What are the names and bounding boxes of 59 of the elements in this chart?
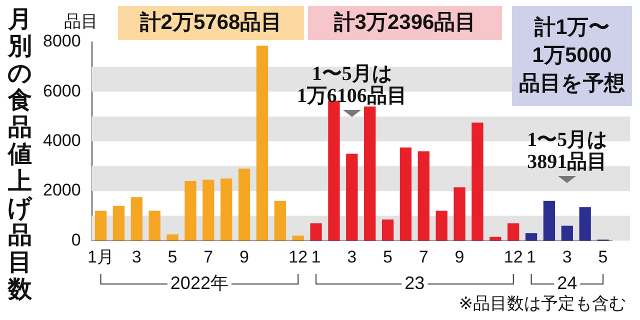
bar	[220, 178, 232, 241]
x-tick-label: 5	[383, 247, 393, 266]
bar	[184, 181, 196, 241]
bar	[490, 236, 502, 241]
bar	[400, 148, 412, 241]
x-tick-label: 5	[598, 247, 608, 266]
bar	[346, 154, 358, 241]
x-tick-label: 7	[418, 247, 428, 266]
x-tick-label: 7	[204, 247, 214, 266]
bar	[418, 151, 430, 241]
x-tick-label: 9	[454, 247, 464, 266]
bar	[166, 234, 178, 241]
annotation: 1〜5月は 1万6106品目	[296, 63, 407, 107]
x-tick-label: 9	[240, 247, 250, 266]
bar	[94, 210, 107, 241]
x-tick-label: 3	[562, 247, 572, 266]
y-tick-label: 2000	[42, 180, 81, 200]
bar	[130, 197, 142, 241]
bar	[382, 220, 394, 241]
bar	[310, 223, 322, 241]
bar	[525, 233, 538, 241]
x-tick-label: 1月	[88, 247, 114, 266]
bar	[148, 210, 160, 241]
bar	[238, 168, 250, 241]
bar	[508, 223, 520, 241]
x-tick-label: 3	[132, 247, 142, 266]
y-tick-label: 8000	[42, 32, 81, 51]
bar	[454, 187, 466, 241]
text: 計2万5768品目	[118, 6, 304, 40]
text: 2022年	[170, 272, 228, 293]
bar	[328, 100, 340, 241]
bar	[256, 46, 268, 241]
annotation: 計1万〜 1万5000 品目を予想	[512, 6, 632, 106]
x-tick-label: 1	[311, 247, 321, 266]
text: 24	[557, 272, 578, 293]
bar	[561, 226, 573, 241]
bar	[472, 122, 484, 241]
y-tick-label: 4000	[42, 130, 81, 150]
x-tick-label: 1	[526, 247, 536, 266]
bar	[436, 210, 448, 241]
y-axis-title: 品目	[64, 11, 98, 33]
bar	[274, 200, 286, 241]
bar	[364, 106, 376, 241]
chart-title: 月別の食品値上げ品目数	[8, 6, 32, 303]
x-tick-label: 5	[168, 247, 178, 266]
text: 計3万2396品目	[308, 6, 502, 40]
bar	[202, 180, 214, 241]
bar	[543, 200, 556, 241]
x-tick-label: 12	[504, 247, 523, 266]
bar	[112, 206, 125, 241]
y-tick-label: 0	[71, 230, 81, 250]
x-tick-label: 12	[288, 247, 308, 266]
text: 23	[404, 272, 425, 293]
x-tick-label: 3	[347, 247, 357, 266]
bar	[292, 236, 304, 241]
y-tick-label: 6000	[42, 81, 81, 100]
text: ※品目数は予定も含む	[458, 293, 626, 315]
annotation: 1〜5月は 3891品目	[527, 129, 608, 173]
bar	[579, 207, 591, 241]
